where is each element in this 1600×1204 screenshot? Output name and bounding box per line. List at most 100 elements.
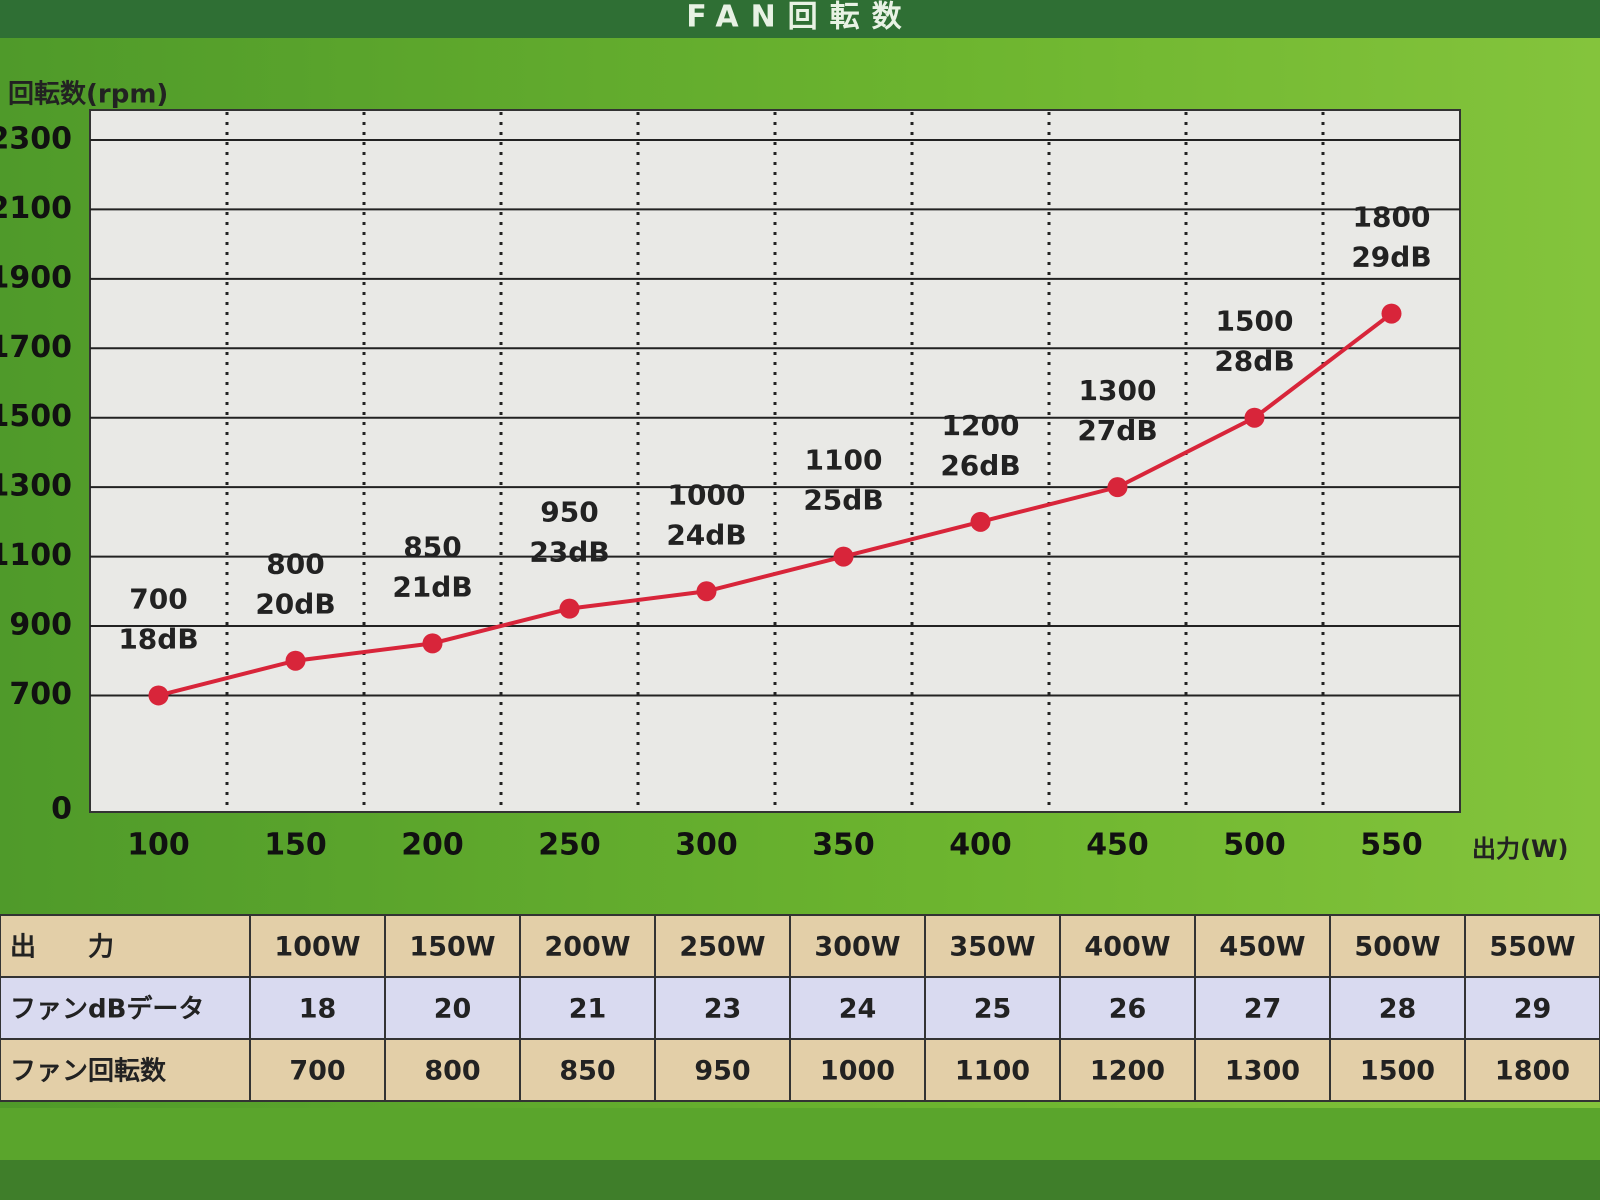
- x-tick-label: 100: [127, 828, 190, 863]
- table-value: 1800: [1495, 1056, 1570, 1087]
- table-value: 700: [289, 1056, 345, 1087]
- y-tick-label: 1300: [0, 469, 72, 504]
- table-cell: [0, 976, 251, 1040]
- table-value: 20: [434, 994, 472, 1025]
- y-tick-label: 1700: [0, 330, 72, 365]
- db-label: 27dB: [1077, 414, 1157, 447]
- y-tick-label: 1100: [0, 538, 72, 573]
- db-label: 23dB: [529, 536, 609, 569]
- table-value: 200W: [544, 932, 630, 963]
- table-cell: [789, 914, 926, 978]
- table-value: 850: [559, 1056, 615, 1087]
- y-tick-label: 1500: [0, 399, 72, 434]
- data-point: [285, 650, 306, 671]
- x-tick-label: 150: [264, 828, 327, 863]
- table-cell: [1059, 976, 1196, 1040]
- y-tick-label: 700: [9, 677, 72, 712]
- db-label: 24dB: [666, 518, 746, 551]
- table-cell: [1464, 914, 1600, 978]
- table-value: 21: [569, 994, 607, 1025]
- table-cell: [519, 914, 656, 978]
- table-cell: [0, 1038, 251, 1102]
- y-axis-label: 回転数(rpm): [8, 80, 168, 110]
- rpm-label: 1800: [1353, 201, 1431, 234]
- rpm-label: 1100: [805, 444, 883, 477]
- table-value: 550W: [1489, 932, 1575, 963]
- table-cell: [1329, 1038, 1466, 1102]
- table-value: 350W: [949, 932, 1035, 963]
- table-row-header: 出 力: [10, 933, 114, 963]
- rpm-label: 1500: [1216, 305, 1294, 338]
- table-value: 29: [1514, 994, 1552, 1025]
- table-cell: [924, 1038, 1061, 1102]
- db-label: 20dB: [255, 588, 335, 621]
- table-value: 950: [694, 1056, 750, 1087]
- rpm-label: 800: [266, 548, 324, 581]
- x-tick-label: 200: [401, 828, 464, 863]
- data-line: [158, 311, 1393, 698]
- table-value: 800: [424, 1056, 480, 1087]
- x-tick-label: 300: [675, 828, 738, 863]
- table-value: 27: [1244, 994, 1282, 1025]
- table-value: 24: [839, 994, 877, 1025]
- table-value: 1200: [1090, 1056, 1165, 1087]
- table-cell: [384, 1038, 521, 1102]
- x-tick-label: 250: [538, 828, 601, 863]
- data-point: [559, 598, 580, 619]
- table-cell: [924, 976, 1061, 1040]
- table-value: 300W: [814, 932, 900, 963]
- table-value: 1000: [820, 1056, 895, 1087]
- data-point: [1107, 477, 1128, 498]
- db-label: 18dB: [118, 622, 198, 655]
- data-point: [970, 511, 991, 532]
- table-cell: [1059, 1038, 1196, 1102]
- rpm-label: 1300: [1079, 374, 1157, 407]
- table-cell: [519, 976, 656, 1040]
- rpm-label: 1200: [942, 409, 1020, 442]
- data-point: [1244, 407, 1265, 428]
- data-point: [696, 581, 717, 602]
- table-cell: [249, 1038, 386, 1102]
- rpm-label: 850: [403, 530, 461, 563]
- table-cell: [789, 1038, 926, 1102]
- rpm-label: 1000: [668, 478, 746, 511]
- y-tick-label: 2100: [0, 191, 72, 226]
- data-point: [422, 633, 443, 654]
- x-tick-label: 400: [949, 828, 1012, 863]
- db-label: 25dB: [803, 484, 883, 517]
- table-value: 25: [974, 994, 1012, 1025]
- y-tick-label: 0: [51, 792, 72, 827]
- table-value: 1500: [1360, 1056, 1435, 1087]
- chart-title: FAN回転数: [686, 0, 913, 35]
- table-row-header: ファン回転数: [10, 1057, 167, 1087]
- x-tick-label: 450: [1086, 828, 1149, 863]
- table-value: 1300: [1225, 1056, 1300, 1087]
- table-cell: [1194, 976, 1331, 1040]
- table-value: 150W: [409, 932, 495, 963]
- db-label: 26dB: [940, 449, 1020, 482]
- plot-area: [89, 109, 1461, 813]
- db-label: 21dB: [392, 570, 472, 603]
- y-tick-label: 900: [9, 608, 72, 643]
- y-tick-label: 2300: [0, 122, 72, 157]
- title-band: [0, 0, 1600, 38]
- rpm-label: 950: [540, 496, 598, 529]
- x-tick-label: 550: [1360, 828, 1423, 863]
- table-value: 1100: [955, 1056, 1030, 1087]
- db-label: 28dB: [1214, 345, 1294, 378]
- data-point: [1381, 303, 1402, 324]
- table-cell: [654, 976, 791, 1040]
- db-label: 29dB: [1351, 241, 1431, 274]
- data-table: 出 力 100W 150W 200W 250W 300W 350W 400W 450W 500W 5…: [0, 914, 1600, 1102]
- table-row-header: ファンdBデータ: [10, 994, 204, 1025]
- table-value: 23: [704, 994, 742, 1025]
- data-point: [148, 685, 169, 706]
- table-cell: [789, 976, 926, 1040]
- table-cell: [1059, 914, 1196, 978]
- table-value: 400W: [1084, 932, 1170, 963]
- x-axis-label: 出力(W): [1472, 835, 1568, 863]
- y-tick-label: 1900: [0, 260, 72, 295]
- table-value: 18: [299, 994, 337, 1025]
- table-value: 500W: [1354, 932, 1440, 963]
